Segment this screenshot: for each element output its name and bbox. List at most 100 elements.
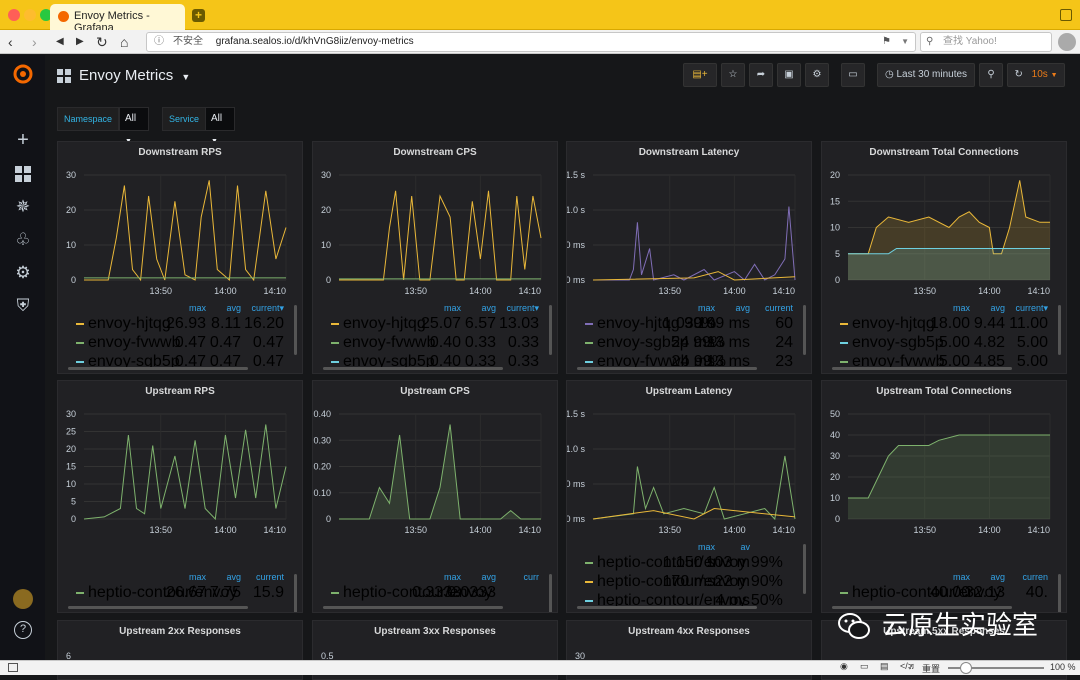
legend-row[interactable]: envoy-sgb5p 0.47 0.47 0.47 xyxy=(58,353,302,371)
legend-color-swatch[interactable] xyxy=(76,592,84,594)
series-line[interactable] xyxy=(848,248,1050,255)
search-input[interactable]: ⚲ 查找 Yahoo! xyxy=(920,32,1052,52)
legend-header-avg[interactable]: avg xyxy=(226,572,241,582)
series-line[interactable] xyxy=(84,180,287,282)
legend-color-swatch[interactable] xyxy=(331,592,339,594)
legend-header-avg[interactable]: avg xyxy=(990,572,1005,582)
back-icon[interactable]: ‹ xyxy=(8,34,13,50)
legend-series-name[interactable]: envoy-fvwwb 99% xyxy=(597,353,726,370)
explore-icon[interactable]: ✵ xyxy=(15,197,31,216)
series-line[interactable] xyxy=(83,424,287,521)
legend-header-current[interactable]: current▾ xyxy=(251,303,284,313)
panel-title[interactable]: Upstream 4xx Responses xyxy=(628,626,750,637)
legend-header-current[interactable]: current xyxy=(764,303,793,313)
legend-header-current[interactable]: current▾ xyxy=(506,303,539,313)
legend-header-max[interactable]: max xyxy=(443,303,461,313)
legend-header-max[interactable]: max xyxy=(443,572,461,582)
legend-series-name[interactable]: envoy-hjtqg xyxy=(88,315,171,332)
legend-row[interactable]: envoy-hjtqg 18.00 9.44 11.00 xyxy=(822,315,1066,333)
panel-title[interactable]: Downstream RPS xyxy=(138,147,222,158)
panel-title[interactable]: Upstream Total Connections xyxy=(876,386,1012,397)
legend-color-swatch[interactable] xyxy=(331,361,339,363)
legend-row[interactable]: envoy-hjtqg 26.93 8.11 16.20 xyxy=(58,315,302,333)
legend-series-name[interactable]: heptio-contour/envoy 90% xyxy=(597,573,783,590)
legend-series-name[interactable]: heptio-contour/envoy 50% xyxy=(597,592,783,609)
series-line[interactable] xyxy=(592,271,796,281)
panel-graph[interactable]: 1.5 s 1.0 s 500 ms 0 ms 13:50 14:00 14:10 xyxy=(567,381,812,551)
panel-upstream-cps[interactable]: Upstream CPS 0.40 0.30 0.20 0.10 0 13:50 14:00 1… xyxy=(312,380,558,613)
chevron-down-icon[interactable]: ▼ xyxy=(901,37,909,46)
legend-row[interactable]: envoy-sgb5p 5.00 4.82 5.00 xyxy=(822,334,1066,352)
service-variable-select[interactable]: All ▼ xyxy=(205,107,235,145)
legend-header-max[interactable]: max xyxy=(188,572,206,582)
series-line[interactable] xyxy=(848,434,1050,499)
legend-header-curren[interactable]: curren xyxy=(1022,572,1048,582)
zoom-slider-handle[interactable] xyxy=(960,662,972,674)
legend-color-swatch[interactable] xyxy=(76,342,84,344)
series-line[interactable] xyxy=(339,190,542,281)
grafana-logo-icon[interactable] xyxy=(12,63,34,85)
legend-color-swatch[interactable] xyxy=(331,323,339,325)
panel-graph[interactable]: 30 20 10 0 13:50 14:00 14:10 xyxy=(58,142,303,312)
zoom-out-icon[interactable]: ⚲ xyxy=(979,63,1003,87)
legend-scrollbar[interactable] xyxy=(294,305,297,355)
dashboard-title[interactable]: Envoy Metrics ▼ xyxy=(79,67,190,84)
legend-color-swatch[interactable] xyxy=(76,323,84,325)
legend-series-name[interactable]: envoy-hjtqg xyxy=(343,315,426,332)
legend-series-name[interactable]: envoy-sgb5p xyxy=(343,353,435,370)
legend-row[interactable]: envoy-sgb5p 99% 24 ms 13 ms 24 xyxy=(567,334,811,352)
refresh-button[interactable]: ↻ 10s ▼ xyxy=(1007,63,1065,87)
panel-graph[interactable]: 0.40 0.30 0.20 0.10 0 13:50 14:00 14:10 xyxy=(313,381,558,551)
image-icon[interactable]: ▤ xyxy=(880,661,889,671)
legend-header-avg[interactable]: avg xyxy=(481,303,496,313)
panel-downstream-cps[interactable]: Downstream CPS 30 20 10 0 13:50 14:00 14:10 max a… xyxy=(312,141,558,374)
sidebar-toggle-icon[interactable] xyxy=(8,663,18,672)
legend-color-swatch[interactable] xyxy=(331,342,339,344)
legend-header-max[interactable]: max xyxy=(188,303,206,313)
legend-header-curr[interactable]: curr xyxy=(523,572,540,582)
user-avatar[interactable] xyxy=(13,589,33,609)
legend-series-name[interactable]: envoy-sgb5p xyxy=(852,334,944,351)
time-picker-button[interactable]: ◷ Last 30 minutes xyxy=(877,63,975,87)
save-icon[interactable]: ▣ xyxy=(777,63,801,87)
legend-series-name[interactable]: heptio-contour/envoy xyxy=(852,584,1002,601)
legend-scrollbar[interactable] xyxy=(294,574,297,612)
legend-color-swatch[interactable] xyxy=(585,323,593,325)
close-window-button[interactable] xyxy=(8,9,20,21)
legend-row[interactable]: envoy-fvwwb 0.40 0.33 0.33 xyxy=(313,334,557,352)
create-icon[interactable]: + xyxy=(17,129,29,151)
tv-mode-icon[interactable]: ▭ xyxy=(841,63,865,87)
share-icon[interactable]: ➦ xyxy=(749,63,773,87)
legend-series-name[interactable]: envoy-fvwwb xyxy=(343,334,436,351)
legend-color-swatch[interactable] xyxy=(585,361,593,363)
profile-avatar[interactable] xyxy=(1058,33,1076,51)
legend-row[interactable]: envoy-hjtqg 25.07 6.57 13.03 xyxy=(313,315,557,333)
series-line[interactable] xyxy=(593,206,796,281)
panel-downstream-rps[interactable]: Downstream RPS 30 20 10 0 13:50 14:00 14:10 max a… xyxy=(57,141,303,374)
legend-row[interactable]: envoy-fvwwb 5.00 4.85 5.00 xyxy=(822,353,1066,371)
panel-downstream-latency[interactable]: Downstream Latency 1.5 s 1.0 s 500 ms 0 ms 13… xyxy=(566,141,812,374)
legend-series-name[interactable]: heptio-contour/envoy 99% xyxy=(597,554,783,571)
legend-row[interactable]: envoy-fvwwb 99% 24 ms 13 ms 23 xyxy=(567,353,811,371)
legend-series-name[interactable]: envoy-fvwwb xyxy=(852,353,945,370)
legend-color-swatch[interactable] xyxy=(585,581,593,583)
legend-series-name[interactable]: envoy-fvwwb xyxy=(88,334,181,351)
panel-upstream-latency[interactable]: Upstream Latency 1.5 s 1.0 s 500 ms 0 ms 13:5… xyxy=(566,380,812,613)
settings-gear-icon[interactable]: ⚙ xyxy=(805,63,829,87)
home-icon[interactable]: ⌂ xyxy=(120,34,129,50)
legend-scrollbar[interactable] xyxy=(1058,574,1061,612)
legend-color-swatch[interactable] xyxy=(76,361,84,363)
browser-tab[interactable]: Envoy Metrics - Grafana xyxy=(50,4,185,34)
new-tab-button[interactable]: + xyxy=(192,9,205,22)
legend-horizontal-scrollbar[interactable] xyxy=(323,606,503,609)
legend-scrollbar[interactable] xyxy=(803,305,806,355)
server-admin-shield-icon[interactable]: ⛨ xyxy=(16,296,30,315)
series-line[interactable] xyxy=(592,507,796,520)
panel-title[interactable]: Downstream Total Connections xyxy=(869,147,1019,158)
namespace-variable-select[interactable]: All ▼ xyxy=(119,107,149,145)
speaker-icon[interactable]: ♫ xyxy=(908,661,915,671)
legend-header-current[interactable]: current xyxy=(255,572,284,582)
legend-horizontal-scrollbar[interactable] xyxy=(577,367,757,370)
legend-header-current[interactable]: current▾ xyxy=(1015,303,1048,313)
legend-row[interactable]: heptio-contour/envoy 99% 1.150 s 103 m xyxy=(567,554,811,572)
